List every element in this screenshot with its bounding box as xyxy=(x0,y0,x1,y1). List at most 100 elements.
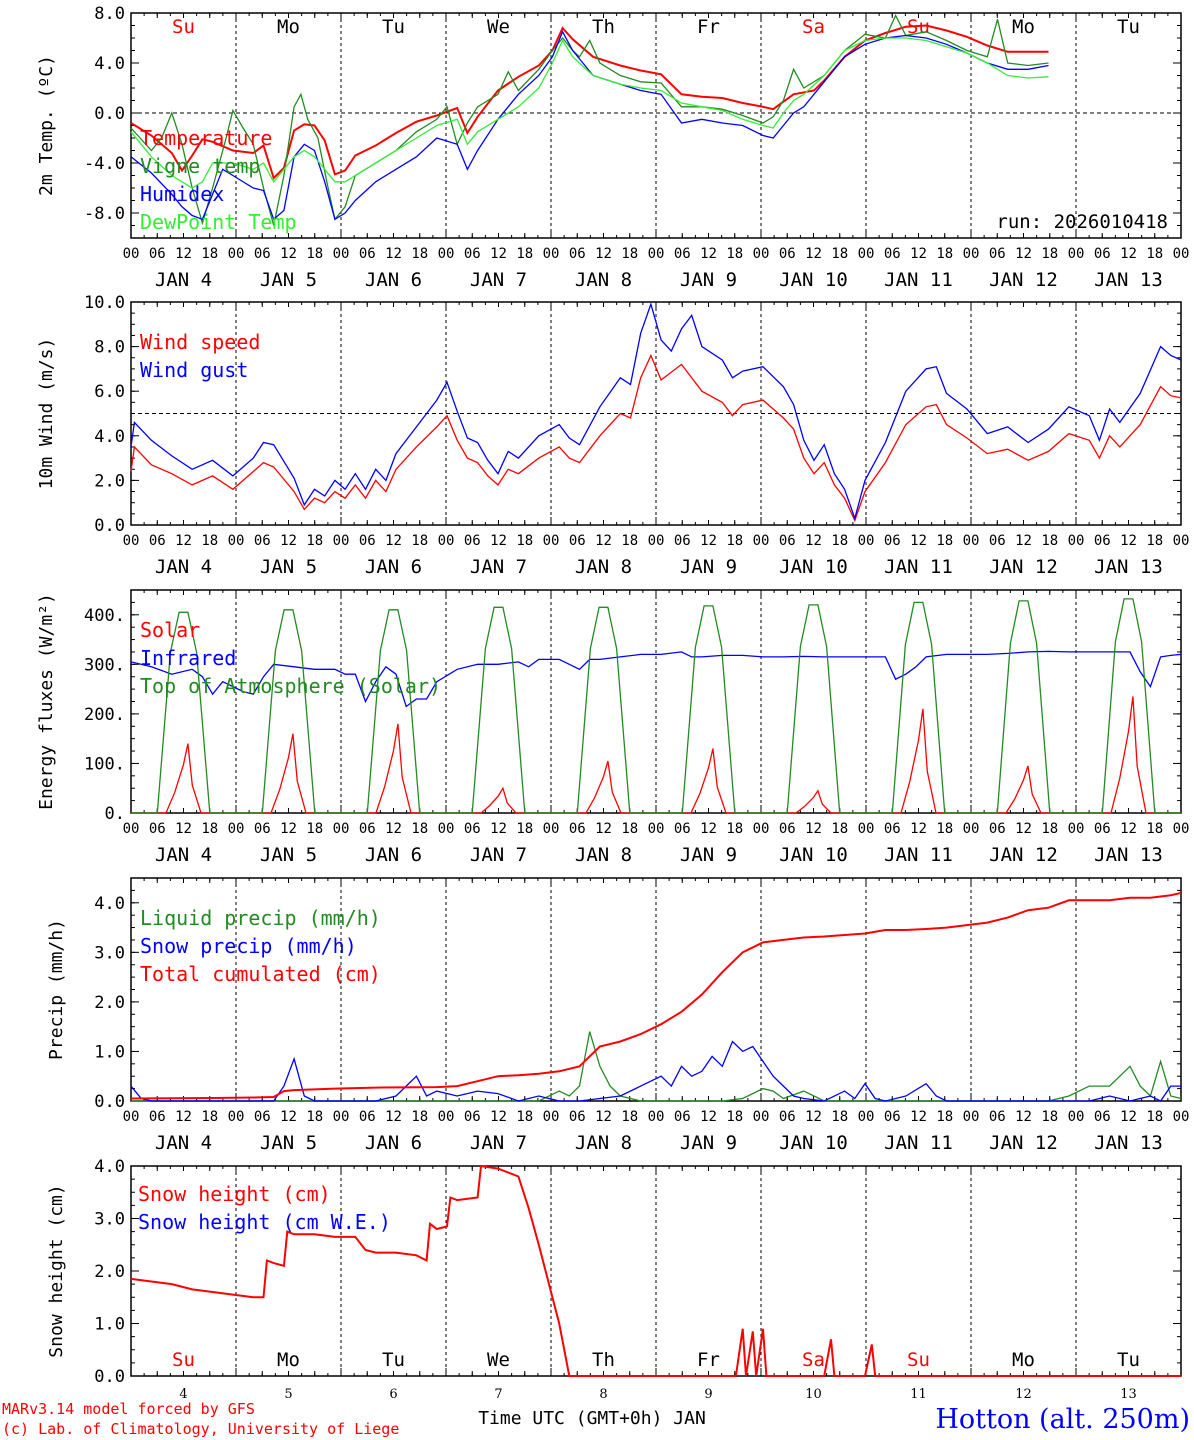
hour-label: 00 xyxy=(228,533,245,549)
hour-label: 00 xyxy=(963,246,980,262)
hour-label: 06 xyxy=(674,1109,691,1125)
weekday-label: Mo xyxy=(277,1349,300,1371)
weekday-label: Su xyxy=(172,1349,195,1371)
hour-label: 06 xyxy=(254,821,271,837)
hour-label: 00 xyxy=(438,246,455,262)
hour-label: 18 xyxy=(306,1109,323,1125)
hour-label: 06 xyxy=(884,246,901,262)
hour-label: 12 xyxy=(490,533,507,549)
hour-label: 12 xyxy=(175,533,192,549)
hour-label: 06 xyxy=(569,1109,586,1125)
xlabel: Time UTC (GMT+0h) JAN xyxy=(478,1408,706,1429)
hour-label: 18 xyxy=(936,533,953,549)
date-label: JAN 13 xyxy=(1094,844,1163,866)
hour-label: 12 xyxy=(385,246,402,262)
date-label: JAN 12 xyxy=(989,556,1058,578)
y-tick-label: -4.0 xyxy=(84,154,125,174)
hour-label: 00 xyxy=(1173,533,1190,549)
y-axis-label: Precip (mm/h) xyxy=(46,919,67,1060)
hour-label: 18 xyxy=(726,1109,743,1125)
hour-label: 12 xyxy=(175,246,192,262)
hour-label: 00 xyxy=(858,246,875,262)
legend-humidex: Humidex xyxy=(140,182,224,206)
day-number: 13 xyxy=(1120,1387,1137,1402)
hour-label: 00 xyxy=(858,1109,875,1125)
y-axis-label: 10m Wind (m/s) xyxy=(36,338,57,490)
hour-label: 06 xyxy=(569,246,586,262)
hour-label: 06 xyxy=(464,246,481,262)
station-label: Hotton (alt. 250m) xyxy=(935,1404,1190,1435)
date-label: JAN 10 xyxy=(779,556,848,578)
hour-label: 18 xyxy=(516,1109,533,1125)
date-label: JAN 4 xyxy=(155,1132,212,1154)
hour-label: 06 xyxy=(989,533,1006,549)
hour-label: 00 xyxy=(543,533,560,549)
hour-label: 18 xyxy=(1146,246,1163,262)
hour-label: 18 xyxy=(201,821,218,837)
day-number: 4 xyxy=(179,1387,187,1402)
y-tick-label: -8.0 xyxy=(84,204,125,224)
day-number: 10 xyxy=(805,1387,822,1402)
hour-label: 12 xyxy=(1120,246,1137,262)
hour-label: 18 xyxy=(831,533,848,549)
panel-2: 0.0 2.0 4.0 6.0 8.0 10.0 10m Wind (m/s) 00 06 12 1… xyxy=(36,293,1189,578)
hour-label: 18 xyxy=(201,246,218,262)
hour-label: 06 xyxy=(359,821,376,837)
hour-label: 12 xyxy=(595,246,612,262)
day-number: 8 xyxy=(599,1387,607,1402)
hour-label: 00 xyxy=(543,246,560,262)
date-label: JAN 7 xyxy=(470,269,527,291)
weekday-label: Tu xyxy=(382,16,405,38)
date-label: JAN 11 xyxy=(884,844,953,866)
hour-label: 06 xyxy=(464,533,481,549)
hour-label: 12 xyxy=(490,246,507,262)
day-number: 11 xyxy=(910,1387,927,1402)
hour-label: 06 xyxy=(1094,1109,1111,1125)
hour-label: 12 xyxy=(1120,533,1137,549)
date-label: JAN 4 xyxy=(155,269,212,291)
date-label: JAN 9 xyxy=(680,269,737,291)
hour-label: 12 xyxy=(280,246,297,262)
legend-temperature: Temperature xyxy=(140,126,272,150)
hour-label: 06 xyxy=(569,533,586,549)
y-axis-label: 2m Temp. (ºC) xyxy=(36,55,57,196)
hour-label: 00 xyxy=(333,821,350,837)
weekday-label: Sa xyxy=(802,16,825,38)
panel-1: -8.0 -4.0 0.0 4.0 8.0 2m Temp. (ºC) 00 06 12 18 JA… xyxy=(36,4,1189,291)
hour-label: 12 xyxy=(910,821,927,837)
hour-label: 06 xyxy=(884,1109,901,1125)
y-axis-label: Snow height (cm) xyxy=(46,1184,67,1357)
hour-label: 18 xyxy=(1041,246,1058,262)
hour-label: 00 xyxy=(123,1109,140,1125)
hour-label: 06 xyxy=(149,246,166,262)
hour-label: 18 xyxy=(831,821,848,837)
hour-label: 12 xyxy=(805,246,822,262)
hour-label: 06 xyxy=(569,821,586,837)
date-label: JAN 13 xyxy=(1094,556,1163,578)
run-label: run: 2026010418 xyxy=(996,211,1168,233)
hour-label: 06 xyxy=(674,533,691,549)
hour-label: 00 xyxy=(1068,533,1085,549)
hour-label: 18 xyxy=(726,533,743,549)
date-label: JAN 13 xyxy=(1094,1132,1163,1154)
legend-infrared: Infrared xyxy=(140,646,236,670)
y-tick-label: 0. xyxy=(105,804,125,824)
weekday-label: Mo xyxy=(277,16,300,38)
hour-label: 18 xyxy=(621,1109,638,1125)
date-label: JAN 6 xyxy=(365,844,422,866)
hour-label: 06 xyxy=(884,821,901,837)
date-label: JAN 11 xyxy=(884,556,953,578)
hour-label: 06 xyxy=(1094,821,1111,837)
y-tick-label: 4.0 xyxy=(94,54,125,74)
legend-snow-height-we: Snow height (cm W.E.) xyxy=(138,1210,391,1234)
hour-label: 00 xyxy=(858,533,875,549)
day-number: 5 xyxy=(284,1387,292,1402)
y-tick-label: 1.0 xyxy=(94,1042,125,1062)
hour-label: 12 xyxy=(280,1109,297,1125)
hour-label: 12 xyxy=(700,1109,717,1125)
hour-label: 06 xyxy=(674,246,691,262)
hour-label: 12 xyxy=(280,821,297,837)
hour-label: 12 xyxy=(1120,821,1137,837)
hour-label: 00 xyxy=(123,533,140,549)
plot-frame xyxy=(130,12,1182,239)
